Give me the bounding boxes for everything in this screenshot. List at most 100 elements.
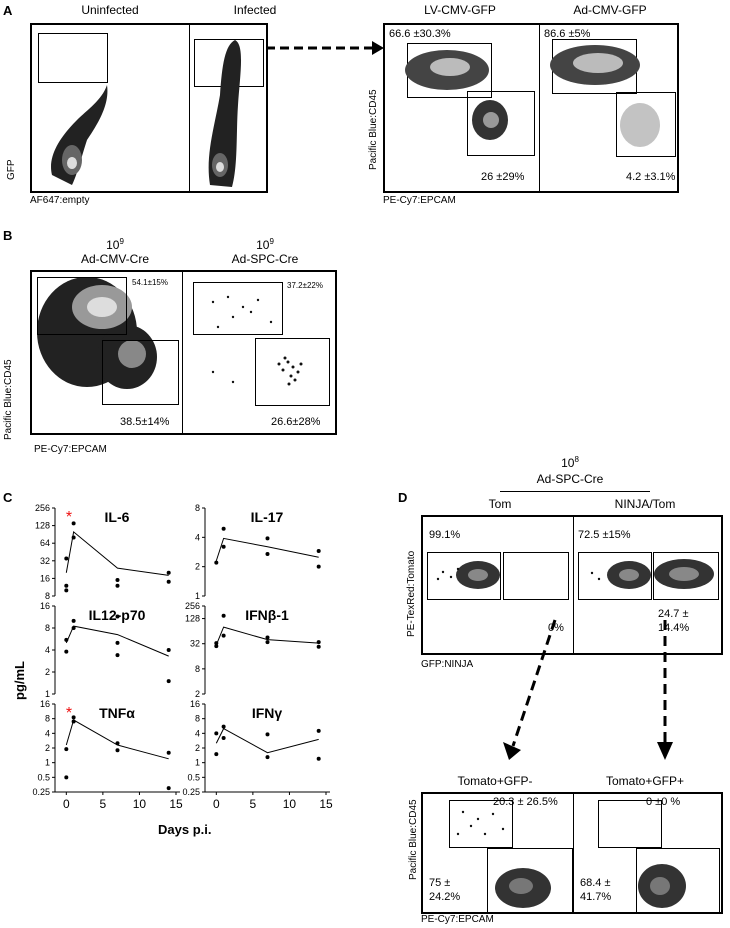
c-point — [64, 747, 69, 752]
plot-uninfected — [30, 23, 190, 193]
c-point — [214, 644, 219, 649]
c-title: IFNβ-1 — [245, 607, 289, 623]
c-ytick-label: 2 — [45, 667, 50, 677]
panel-b-cmv-title: Ad-CMV-Cre — [80, 252, 149, 266]
c-xtick-label: 5 — [100, 797, 107, 811]
c-point — [64, 775, 69, 780]
c-ytick-label: 4 — [195, 728, 200, 738]
gate-cmv-top — [37, 277, 127, 335]
plot-ad-spc-cre: 37.2±22% 26.6±28% — [182, 270, 337, 435]
plot-tomato-gfp-pos: 0 ±0 % 68.4 ± 41.7% — [573, 792, 723, 914]
panel-b-letter: B — [3, 228, 13, 243]
s2-bottom-pct-2: 41.7% — [580, 891, 612, 903]
c-ytick-label: 2 — [195, 689, 200, 699]
lv-top-pct: 66.6 ±30.3% — [389, 28, 451, 40]
c-ytick-label: 0.25 — [32, 787, 50, 797]
ninja-left-pct: 72.5 ±15% — [578, 529, 631, 541]
gate-tom-right — [503, 552, 569, 600]
spc-bottom-pct: 26.6±28% — [271, 416, 321, 428]
c-point — [166, 679, 171, 684]
c-ytick-label: 8 — [195, 664, 200, 674]
c-point — [221, 633, 226, 638]
c-point — [71, 626, 76, 630]
c-point — [214, 560, 219, 565]
c-ytick-label: 256 — [35, 503, 50, 513]
plot-infected — [189, 23, 268, 193]
panel-a-epcam-label: PE-Cy7:EPCAM — [383, 195, 456, 206]
gate-spc-bottom — [255, 338, 330, 406]
c-significance-star: * — [66, 509, 72, 526]
c-point — [166, 570, 171, 575]
gate-lv-bottom — [467, 91, 535, 156]
panel-c-charts: 8163264128256IL-6*1248IL-17124816IL12-p7… — [32, 503, 333, 811]
c-point — [166, 579, 171, 584]
c-xtick-label: 15 — [169, 797, 183, 811]
c-significance-star: * — [66, 705, 72, 722]
spc-top-pct: 37.2±22% — [287, 281, 323, 290]
plot-lv-cmv-gfp: 66.6 ±30.3% 26 ±29% — [383, 23, 540, 193]
c-ytick-label: 64 — [40, 538, 50, 548]
c-line — [65, 530, 169, 576]
c-ytick-label: 1 — [45, 689, 50, 699]
c-ytick-label: 32 — [190, 639, 200, 649]
c-point — [64, 556, 69, 561]
c-point — [221, 544, 226, 549]
panel-a-uninfected-title: Uninfected — [81, 3, 139, 17]
tom-left-pct: 99.1% — [429, 529, 461, 541]
panel-b-cd45-label: Pacific Blue:CD45 — [3, 359, 14, 440]
c-ytick-label: 8 — [45, 714, 50, 724]
scatter-lv — [405, 50, 508, 140]
s1-top-pct: 20.3 ± 26.5% — [493, 796, 558, 808]
c-point — [265, 551, 270, 556]
panel-d-tom-title: Tom — [488, 497, 512, 511]
plot-ad-cmv-gfp: 86.6 ±5% 4.2 ±3.1% — [539, 23, 679, 193]
panel-b-dose-2: 109 — [256, 237, 274, 252]
scatter-s1 — [456, 810, 551, 908]
c-title: IL-6 — [105, 509, 130, 525]
c-xtick-label: 5 — [250, 797, 257, 811]
c-point — [316, 640, 321, 645]
gate-s2-top — [598, 800, 662, 848]
panel-d-bracket — [500, 491, 650, 492]
c-ytick-label: 128 — [35, 521, 50, 531]
gate-cmv-bottom — [102, 340, 179, 405]
cmv-top-pct: 54.1±15% — [132, 278, 168, 287]
c-ytick-label: 2 — [195, 743, 200, 753]
c-point — [71, 618, 76, 623]
plot-tomato-gfp-neg: 20.3 ± 26.5% 75 ± 24.2% — [421, 792, 574, 914]
c-ytick-label: 0.5 — [187, 772, 200, 782]
gate-uninfected — [38, 33, 108, 83]
c-point — [265, 755, 270, 760]
c-point — [316, 756, 321, 761]
c-point — [214, 752, 219, 757]
c-point — [64, 637, 69, 642]
c-point — [316, 728, 321, 733]
s2-top-pct: 0 ±0 % — [646, 796, 681, 808]
panel-c-letter: C — [3, 490, 13, 505]
c-ytick-label: 16 — [40, 601, 50, 611]
gate-ninja-left — [578, 552, 652, 600]
panel-a-letter: A — [3, 3, 13, 18]
panel-b-epcam-label: PE-Cy7:EPCAM — [34, 444, 107, 455]
c-point — [214, 731, 219, 736]
c-point — [316, 564, 321, 569]
plot-tom: 99.1% 0% — [421, 515, 574, 655]
panel-d-dose: 108 — [561, 455, 579, 470]
c-point — [221, 736, 226, 741]
s1-bottom-pct-1: 75 ± — [429, 877, 451, 889]
c-xtick-label: 10 — [283, 797, 297, 811]
scatter-tom — [436, 561, 500, 589]
panel-a-infected-title: Infected — [233, 3, 277, 17]
c-title: IL12-p70 — [89, 607, 146, 623]
panel-b-dose-1: 109 — [106, 237, 124, 252]
c-ytick-label: 128 — [185, 614, 200, 624]
c-point — [115, 741, 120, 746]
c-ytick-label: 8 — [195, 503, 200, 513]
c-ytick-label: 2 — [45, 743, 50, 753]
scatter-ninja — [590, 559, 714, 589]
panel-a-gfp-label: GFP — [6, 159, 17, 180]
c-point — [115, 748, 120, 753]
c-point — [71, 719, 76, 724]
gate-spc-top — [193, 282, 283, 335]
plot-ad-cmv-cre: 54.1±15% 38.5±14% — [30, 270, 183, 435]
